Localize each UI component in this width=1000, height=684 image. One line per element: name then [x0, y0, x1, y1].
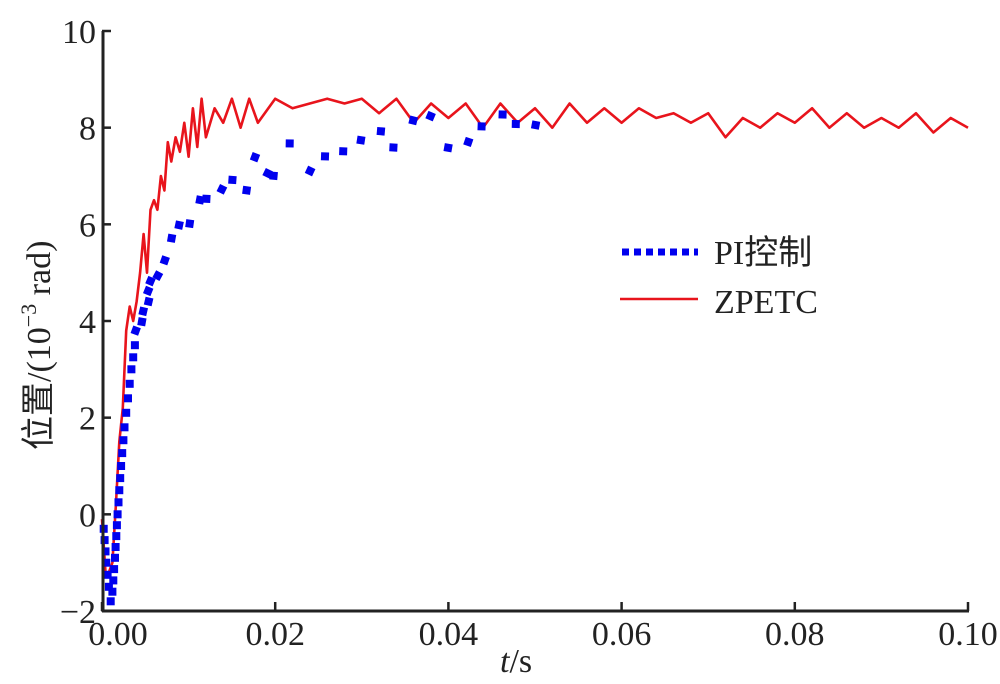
pi-marker: [108, 587, 117, 596]
pi-marker: [249, 152, 261, 163]
pi-marker: [118, 449, 127, 458]
pi-marker: [127, 365, 136, 374]
x-axis-title-unit: /s: [509, 643, 532, 680]
pi-marker: [116, 474, 125, 483]
pi-marker: [159, 255, 170, 266]
pi-marker: [130, 325, 141, 336]
series-layer: [99, 97, 969, 606]
y-axis-title-exponent: −3: [16, 304, 41, 327]
y-axis-title: 位置/(10−3 rad): [16, 241, 58, 450]
y-tick-label: 10: [62, 14, 96, 51]
pi-marker: [443, 143, 453, 153]
pi-marker: [304, 165, 316, 177]
pi-marker: [104, 582, 113, 591]
y-axis-title-main: 位置/(10: [20, 327, 58, 450]
legend-label-pi: PI控制: [714, 234, 812, 272]
x-tick-label: 0.06: [592, 616, 652, 653]
pi-marker: [119, 436, 128, 445]
pi-marker: [269, 171, 278, 181]
pi-marker: [202, 194, 211, 204]
pi-marker: [102, 558, 111, 567]
pi-marker: [285, 139, 294, 148]
pi-marker: [120, 423, 129, 432]
pi-marker: [112, 521, 121, 530]
pi-marker: [242, 185, 252, 195]
x-tick-label: 0.04: [419, 616, 479, 653]
pi-marker: [129, 353, 138, 362]
pi-marker: [166, 233, 177, 243]
pi-marker: [142, 285, 154, 297]
pi-marker: [425, 110, 436, 122]
pi-marker: [112, 532, 121, 541]
pi-marker: [122, 408, 131, 417]
pi-marker: [103, 570, 112, 579]
legend-item-pi: PI控制: [622, 234, 812, 272]
pi-marker: [339, 147, 348, 156]
pi-marker: [143, 296, 154, 307]
pi-marker: [228, 175, 237, 185]
pi-marker: [174, 220, 184, 230]
pi-marker: [111, 553, 119, 562]
pi-marker: [376, 126, 386, 136]
x-tick-label: 0.02: [245, 616, 305, 653]
pi-marker: [477, 122, 486, 131]
pi-marker: [113, 510, 122, 519]
legend-label-zpetc: ZPETC: [714, 284, 818, 321]
pi-marker: [109, 576, 118, 585]
pi-marker: [463, 136, 474, 147]
pi-marker: [115, 486, 124, 495]
pi-marker: [530, 120, 541, 130]
legend-item-zpetc: ZPETC: [620, 284, 818, 321]
pi-marker: [498, 110, 507, 119]
y-tick-label: 2: [79, 401, 96, 438]
y-tick-label: 8: [79, 111, 96, 148]
series-markers-pi: [99, 110, 541, 606]
pi-marker: [389, 143, 398, 152]
pi-marker: [145, 275, 156, 287]
pi-marker: [125, 379, 134, 388]
pi-marker: [106, 597, 115, 606]
pi-marker: [138, 306, 148, 317]
y-axis-title-end: rad): [21, 241, 58, 304]
pi-marker: [117, 462, 126, 470]
pi-marker: [111, 543, 120, 551]
ticks: 0.00 0.02 0.04 0.06 0.08 0.10 −2 0 2 4 6 8 10: [60, 14, 998, 653]
series-line-zpetc: [100, 97, 969, 574]
pi-marker: [137, 317, 147, 327]
x-tick-label: 0.00: [88, 616, 148, 653]
pi-marker: [152, 270, 164, 282]
x-axis-title: t/s: [500, 643, 532, 680]
x-axis-title-var: t: [500, 643, 511, 680]
pi-marker: [110, 565, 119, 574]
y-tick-label: 0: [79, 497, 96, 534]
pi-marker: [320, 152, 330, 161]
legend: PI控制 ZPETC: [620, 234, 818, 321]
pi-marker: [130, 341, 139, 350]
pi-marker: [408, 115, 419, 126]
pi-marker: [114, 498, 123, 507]
pi-marker: [511, 119, 520, 129]
x-tick-label: 0.08: [765, 616, 825, 653]
y-tick-label: 6: [79, 207, 96, 244]
pi-marker: [101, 547, 110, 556]
pi-marker: [185, 219, 195, 229]
pi-marker: [124, 394, 132, 403]
pi-marker: [356, 135, 366, 145]
pi-marker: [216, 183, 228, 195]
y-tick-label: −2: [60, 594, 96, 631]
pi-marker: [100, 536, 109, 545]
y-tick-label: 4: [79, 304, 96, 341]
x-tick-label: 0.10: [938, 616, 998, 653]
